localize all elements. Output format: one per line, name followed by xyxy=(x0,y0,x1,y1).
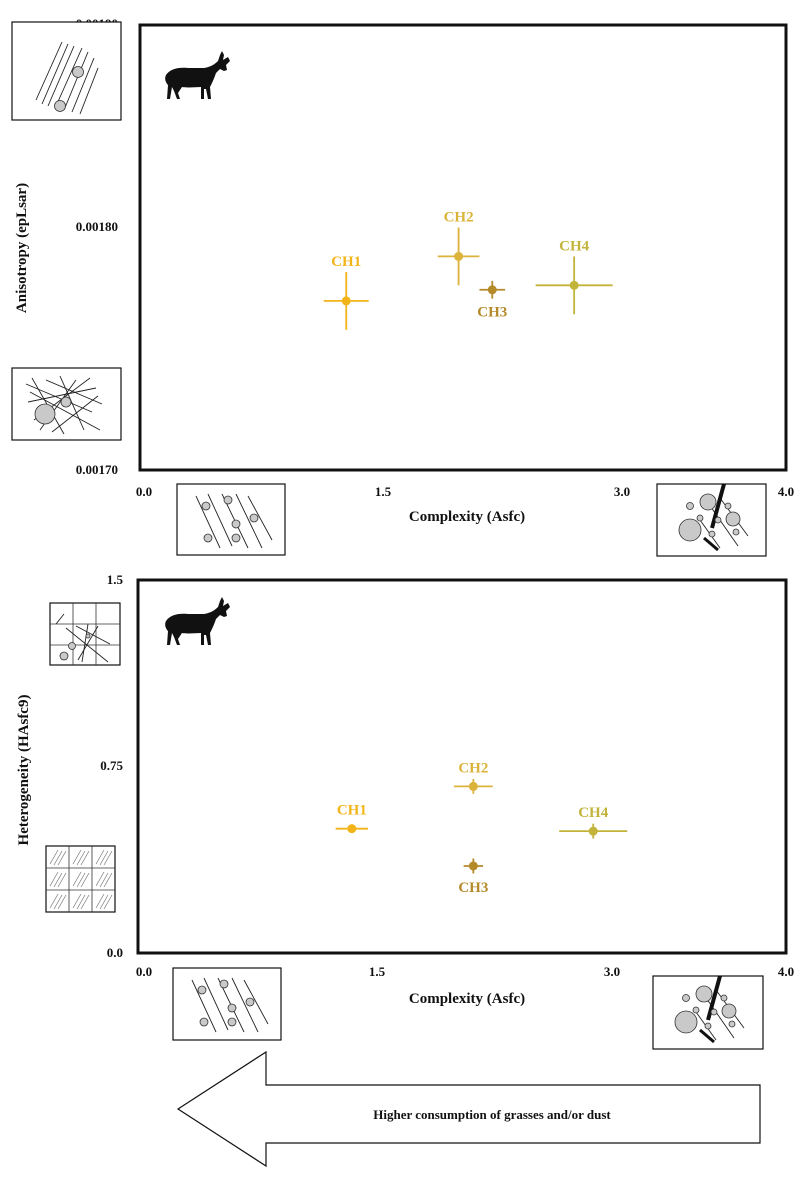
point-label: CH4 xyxy=(578,805,609,821)
point-marker xyxy=(588,826,598,836)
point-marker xyxy=(468,781,478,791)
point-label: CH3 xyxy=(458,880,488,896)
plot-frame xyxy=(138,23,788,472)
point-marker xyxy=(487,285,497,295)
y-axis-label: Heterogeneity (HAsfc9) xyxy=(16,695,32,846)
point-marker xyxy=(569,280,579,290)
point-label: CH2 xyxy=(444,209,474,225)
diet-arrow: Higher consumption of grasses and/or dus… xyxy=(176,1050,761,1168)
point-marker xyxy=(454,251,464,261)
high-complexity-icon xyxy=(652,975,764,1050)
x-axis-label: Complexity (Asfc) xyxy=(409,509,525,525)
x-tick-label: 4.0 xyxy=(778,484,794,499)
y-tick-label: 0.00170 xyxy=(76,462,118,477)
scatter-points: CH1 CH2 CH3 CH4 xyxy=(323,209,613,330)
data-point-ch3: CH3 xyxy=(458,858,488,896)
y-axis-label: Anisotropy (epLsar) xyxy=(14,183,30,313)
point-marker xyxy=(347,824,357,834)
chart-heterogeneity: Heterogeneity (HAsfc9) 0.0 0.75 1.5 0.0 … xyxy=(16,572,794,1050)
x-tick-label: 4.0 xyxy=(778,964,794,979)
plot-frame xyxy=(136,578,788,955)
y-tick-label: 0.0 xyxy=(107,945,123,960)
point-label: CH1 xyxy=(337,803,367,819)
x-tick-label: 0.0 xyxy=(136,964,152,979)
goat-icon xyxy=(165,597,230,645)
data-point-ch1: CH1 xyxy=(335,803,369,834)
goat-icon xyxy=(165,51,230,99)
y-tick-label: 0.00180 xyxy=(76,219,118,234)
low-complexity-icon xyxy=(172,967,282,1041)
low-heterogeneity-icon xyxy=(45,845,116,913)
point-label: CH3 xyxy=(477,305,507,321)
point-marker xyxy=(468,861,478,871)
y-tick-label: 0.75 xyxy=(100,758,123,773)
x-tick-label: 3.0 xyxy=(604,964,620,979)
left-arrow-shape xyxy=(176,1050,761,1168)
arrow-label: Higher consumption of grasses and/or dus… xyxy=(373,1107,611,1122)
data-point-ch3: CH3 xyxy=(477,280,507,321)
point-label: CH1 xyxy=(331,254,361,270)
point-label: CH2 xyxy=(458,760,488,776)
high-complexity-icon xyxy=(656,483,767,557)
high-heterogeneity-icon xyxy=(49,602,121,666)
data-point-ch2: CH2 xyxy=(453,760,493,794)
point-label: CH4 xyxy=(559,238,590,254)
x-tick-label: 0.0 xyxy=(136,484,152,499)
chart-anisotropy: Anisotropy (epLsar) 0.00170 0.00180 0.00… xyxy=(11,16,794,557)
anisotropic-scratches-icon xyxy=(11,21,122,121)
x-tick-label: 1.5 xyxy=(375,484,392,499)
data-point-ch1: CH1 xyxy=(323,254,369,330)
y-tick-label: 1.5 xyxy=(107,572,124,587)
x-tick-label: 3.0 xyxy=(614,484,630,499)
data-point-ch4: CH4 xyxy=(535,238,613,315)
data-point-ch4: CH4 xyxy=(559,805,628,839)
x-axis-label: Complexity (Asfc) xyxy=(409,991,525,1007)
x-tick-label: 1.5 xyxy=(369,964,386,979)
low-complexity-icon xyxy=(176,483,286,556)
scatter-points: CH1 CH2 CH3 CH4 xyxy=(335,760,628,896)
isotropic-scratches-icon xyxy=(11,367,122,441)
point-marker xyxy=(341,296,351,306)
data-point-ch2: CH2 xyxy=(437,209,480,286)
